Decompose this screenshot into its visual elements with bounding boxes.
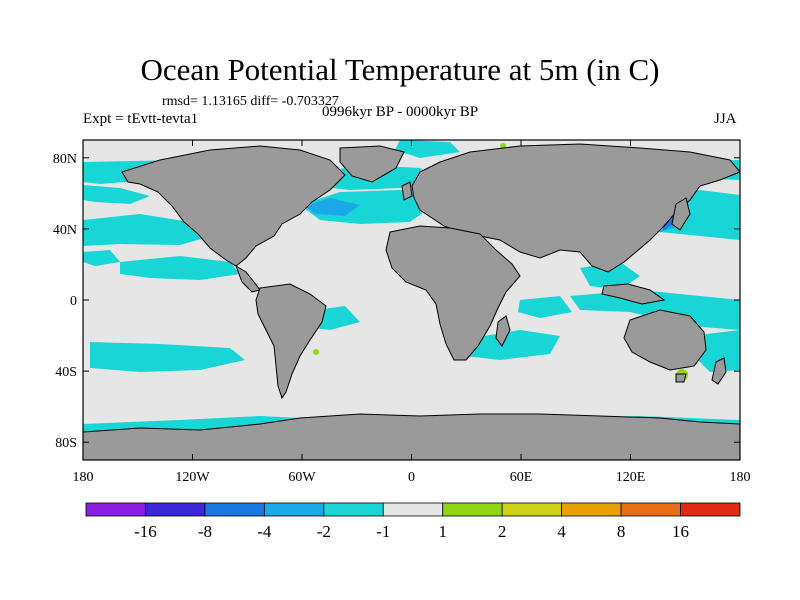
land-indonesia	[601, 283, 666, 305]
colorbar-label: -8	[198, 522, 212, 541]
anomaly-patch	[580, 262, 640, 290]
y-axis: 80N 40N 0 40S 80S	[53, 152, 740, 451]
x-tick-label: 60W	[288, 470, 316, 485]
land-africa	[385, 225, 521, 361]
colorbar-box	[620, 502, 681, 517]
y-tick-label: 80N	[53, 152, 77, 167]
anomaly-patch	[83, 214, 215, 246]
land-british-isles	[401, 181, 413, 201]
land-masses	[83, 143, 740, 460]
colorbar-label: 1	[438, 522, 447, 541]
anomaly-patch	[90, 342, 245, 372]
land-new-zealand	[711, 357, 727, 385]
period-label: 0996kyr BP - 0000kyr BP	[322, 104, 479, 120]
colorbar-box	[323, 502, 384, 517]
x-tick-label: 180	[730, 470, 751, 485]
x-tick-label: 0	[408, 470, 415, 485]
x-tick-label: 120W	[175, 470, 210, 485]
colorbar-box	[145, 502, 206, 517]
colorbar-label: 16	[672, 522, 689, 541]
anomaly-spot-positive	[313, 349, 319, 355]
y-tick-label: 40S	[55, 365, 77, 380]
land-greenland	[339, 145, 405, 183]
x-tick-label: 60E	[510, 470, 533, 485]
colorbar-label: 8	[617, 522, 626, 541]
land-madagascar	[495, 315, 511, 347]
colorbar-box	[204, 502, 265, 517]
anomaly-patch	[305, 198, 360, 216]
colorbar-box	[561, 502, 622, 517]
land-tasmania	[675, 373, 687, 383]
y-tick-label: 0	[70, 294, 77, 309]
colorbar-box	[501, 502, 563, 517]
colorbar-box	[680, 502, 741, 517]
anomaly-patch	[460, 330, 560, 360]
colorbar-label: 4	[557, 522, 566, 541]
colorbar-box	[85, 502, 146, 517]
x-tick-label: 120E	[616, 470, 646, 485]
land-japan	[671, 197, 691, 231]
anomaly-patch	[570, 290, 740, 330]
x-axis: 180 120W 60W 0 60E 120E 180	[73, 140, 751, 485]
colorbar-box	[442, 502, 503, 517]
colorbar-label: -16	[134, 522, 157, 541]
x-tick-label: 180	[73, 470, 94, 485]
land-north-america	[121, 145, 346, 267]
land-antarctica	[83, 413, 740, 460]
y-tick-label: 80S	[55, 436, 77, 451]
anomaly-patch	[83, 250, 120, 266]
colorbar-label: -4	[257, 522, 272, 541]
stats-text: rmsd= 1.13165 diff= -0.703327	[162, 94, 339, 109]
land-australia	[623, 309, 707, 371]
anomaly-patch	[518, 296, 572, 318]
colorbar-label: 2	[498, 522, 507, 541]
colorbar-box	[382, 502, 444, 517]
colorbar-box	[263, 502, 325, 517]
experiment-label: Expt = tEvtt-tevta1	[83, 111, 199, 127]
colorbar-label: -2	[317, 522, 331, 541]
colorbar-label: -1	[376, 522, 390, 541]
colorbar: -16 -8 -4 -2 -1 1 2 4 8 16	[85, 502, 741, 541]
y-tick-label: 40N	[53, 223, 77, 238]
season-label: JJA	[714, 111, 737, 127]
anomaly-patch	[120, 256, 240, 280]
land-south-america	[255, 283, 327, 400]
chart-title: Ocean Potential Temperature at 5m (in C)	[140, 52, 660, 87]
anomaly-patch	[83, 185, 150, 204]
